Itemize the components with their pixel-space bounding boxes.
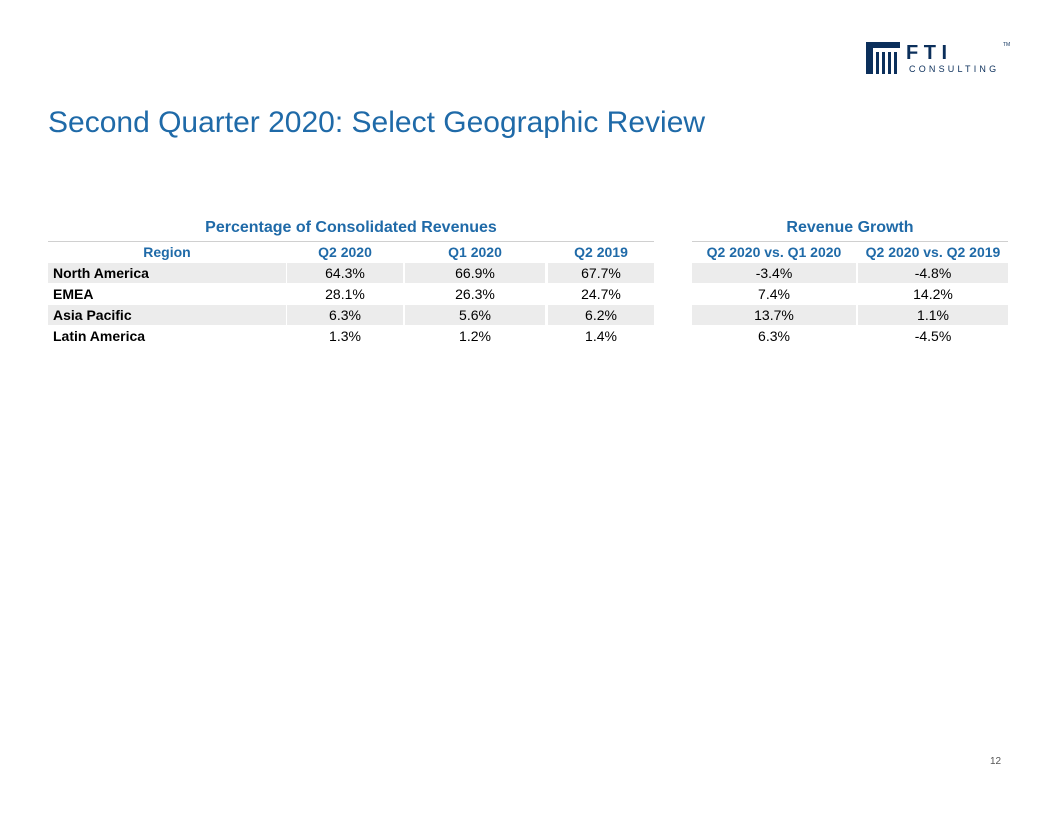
cell-emea-q2-2020: 28.1% <box>325 286 365 302</box>
table-rule-left <box>48 241 654 242</box>
group-header-percentage: Percentage of Consolidated Revenues <box>205 219 497 236</box>
col-header-vs-q2-2019: Q2 2020 vs. Q2 2019 <box>865 244 1001 260</box>
col-header-q2-2019: Q2 2019 <box>574 244 628 260</box>
fti-consulting-logo: F T I TM CONSULTING <box>866 42 1012 76</box>
table-rule-right <box>692 241 1008 242</box>
group-header-revenue-growth: Revenue Growth <box>786 219 914 236</box>
row-label-latin-america: Latin America <box>53 328 146 344</box>
cell-emea-q1-2020: 26.3% <box>455 286 495 302</box>
logo-trademark: TM <box>1003 42 1011 48</box>
cell-latin-america-vs-q1: 6.3% <box>758 328 790 344</box>
row-label-asia-pacific: Asia Pacific <box>48 305 286 325</box>
cell-north-america-q1-2020: 66.9% <box>405 263 545 283</box>
col-header-q1-2020: Q1 2020 <box>448 244 502 260</box>
row-label-emea: EMEA <box>53 286 94 302</box>
cell-asia-pacific-vs-q1: 13.7% <box>692 305 856 325</box>
fti-building-icon <box>866 42 900 74</box>
row-label-north-america: North America <box>48 263 286 283</box>
col-header-q2-2020: Q2 2020 <box>318 244 372 260</box>
cell-asia-pacific-vs-q2: 1.1% <box>858 305 1008 325</box>
cell-latin-america-q2-2020: 1.3% <box>329 328 361 344</box>
col-header-region: Region <box>143 244 191 260</box>
cell-latin-america-q2-2019: 1.4% <box>585 328 617 344</box>
cell-north-america-q2-2020: 64.3% <box>287 263 403 283</box>
cell-north-america-vs-q1: -3.4% <box>692 263 856 283</box>
cell-north-america-vs-q2: -4.8% <box>858 263 1008 283</box>
cell-emea-vs-q2: 14.2% <box>913 286 953 302</box>
logo-subtitle: CONSULTING <box>909 64 1000 74</box>
cell-north-america-q2-2019: 67.7% <box>548 263 654 283</box>
cell-latin-america-vs-q2: -4.5% <box>914 328 952 344</box>
col-header-vs-q1-2020: Q2 2020 vs. Q1 2020 <box>706 244 842 260</box>
cell-asia-pacific-q1-2020: 5.6% <box>405 305 545 325</box>
cell-latin-america-q1-2020: 1.2% <box>459 328 491 344</box>
page-title: Second Quarter 2020: Select Geographic R… <box>48 106 706 139</box>
cell-emea-q2-2019: 24.7% <box>581 286 621 302</box>
page-number: 12 <box>990 756 1002 767</box>
cell-emea-vs-q1: 7.4% <box>758 286 790 302</box>
cell-asia-pacific-q2-2019: 6.2% <box>548 305 654 325</box>
cell-asia-pacific-q2-2020: 6.3% <box>287 305 403 325</box>
logo-wordmark: F T I <box>906 42 948 64</box>
